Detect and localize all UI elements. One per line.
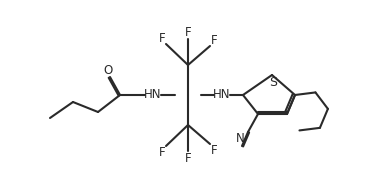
Text: N: N [236, 132, 244, 146]
Text: S: S [269, 75, 277, 89]
Text: O: O [103, 65, 113, 78]
Text: F: F [185, 151, 191, 165]
Text: F: F [185, 26, 191, 39]
Text: F: F [211, 143, 217, 156]
Text: HN: HN [213, 89, 231, 102]
Text: F: F [211, 33, 217, 46]
Text: F: F [159, 146, 165, 159]
Text: F: F [159, 31, 165, 45]
Text: HN: HN [144, 89, 162, 102]
